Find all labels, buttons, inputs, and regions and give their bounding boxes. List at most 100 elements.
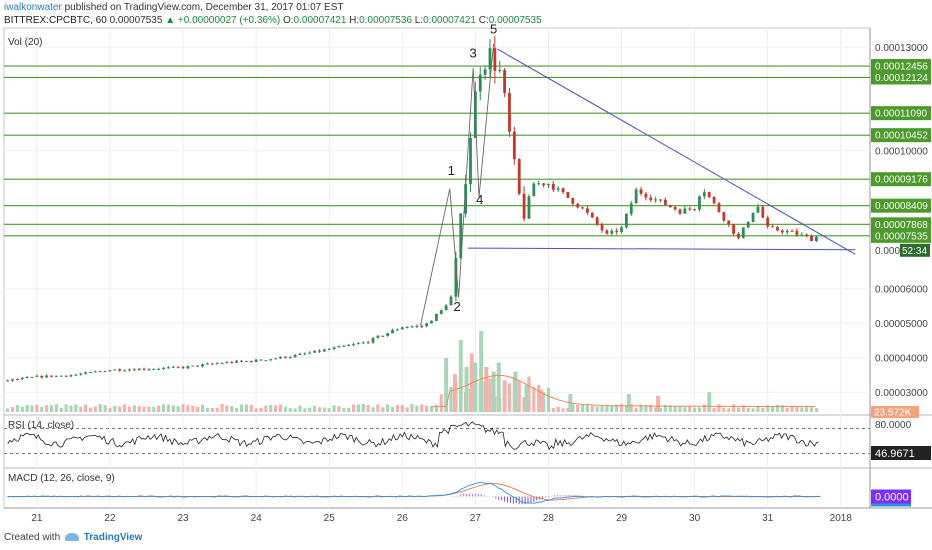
level-price-tag xyxy=(871,70,931,85)
volume-bar xyxy=(785,407,789,412)
volume-bar xyxy=(386,404,390,412)
candle-body xyxy=(225,361,229,364)
candle-body xyxy=(123,370,126,372)
volume-bar xyxy=(322,407,326,412)
volume-bar xyxy=(780,405,784,412)
countdown-tag xyxy=(900,243,930,257)
candle-body xyxy=(132,369,136,371)
candle-body xyxy=(128,369,131,371)
candle-body xyxy=(741,227,745,238)
candle-body xyxy=(152,368,156,370)
candle-body xyxy=(610,230,614,234)
x-tick-label: 25 xyxy=(324,513,336,524)
candle-body xyxy=(605,230,609,234)
published-text: published on TradingView.com, December 3… xyxy=(64,2,344,13)
volume-spike-bar xyxy=(464,367,469,412)
volume-bar xyxy=(727,408,731,412)
volume-bar xyxy=(122,404,127,412)
candle-body xyxy=(337,346,341,348)
candle-body xyxy=(201,364,204,367)
volume-bar xyxy=(629,404,633,412)
candle-body xyxy=(357,343,360,345)
volume-bar xyxy=(40,406,44,412)
volume-bar xyxy=(118,406,122,412)
candle-body xyxy=(147,369,151,371)
candle-body xyxy=(776,227,779,231)
level-price-tag xyxy=(871,217,931,232)
rsi-indicator-label: RSI (14, close) xyxy=(8,420,74,431)
candlesticks xyxy=(6,35,818,382)
x-tick-label: 22 xyxy=(104,513,116,524)
candle-body xyxy=(547,183,550,186)
candle-body xyxy=(215,363,219,365)
volume-spike-bar xyxy=(513,371,518,412)
candle-body xyxy=(644,193,648,198)
candle-body xyxy=(737,233,740,238)
level-price-tag-label: 0.00010452 xyxy=(875,131,928,142)
candle-body xyxy=(430,320,433,324)
volume-bar xyxy=(157,405,161,412)
volume-bar xyxy=(517,381,521,412)
volume-last-label: 23.572K xyxy=(874,408,912,419)
candle-body xyxy=(98,371,102,373)
volume-bar xyxy=(264,405,268,412)
level-price-tag xyxy=(871,106,931,121)
volume-bar xyxy=(298,405,302,412)
volume-bar xyxy=(809,407,814,412)
candle-body xyxy=(93,371,97,373)
wave-label: 4 xyxy=(476,192,483,207)
volume-bar xyxy=(615,404,619,412)
macd-signal-tag xyxy=(871,503,911,507)
candle-body xyxy=(279,356,282,359)
candle-body xyxy=(264,360,268,362)
x-tick-label: 26 xyxy=(397,513,409,524)
candle-body xyxy=(668,204,672,208)
candle-body xyxy=(59,375,63,377)
level-price-tag xyxy=(871,198,931,213)
volume-bar xyxy=(561,408,565,412)
candle-body xyxy=(15,379,19,381)
volume-bar xyxy=(420,404,424,412)
volume-spike-bar xyxy=(484,367,489,412)
candle-body xyxy=(493,48,497,71)
volume-bar xyxy=(59,407,63,412)
candle-body xyxy=(235,360,239,363)
volume-bar xyxy=(166,404,171,412)
volume-bar xyxy=(400,405,404,412)
candle-body xyxy=(25,377,29,379)
tradingview-brand[interactable]: TradingView xyxy=(83,532,143,543)
level-price-tag-label: 0.00007868 xyxy=(875,220,928,231)
volume-bar xyxy=(69,405,73,412)
volume-bar xyxy=(654,407,658,412)
price-tick-label: 0.00004000 xyxy=(875,353,928,364)
x-tick-label: 31 xyxy=(762,513,774,524)
volume-bar xyxy=(571,404,575,412)
volume-bar xyxy=(30,405,34,412)
candle-body xyxy=(274,358,278,360)
author-link[interactable]: iwalkonwater xyxy=(4,2,62,13)
volume-bar xyxy=(658,407,663,412)
candle-body xyxy=(571,197,575,204)
candle-body xyxy=(142,368,146,370)
volume-spike-bar xyxy=(444,358,449,412)
volume-bar xyxy=(736,407,741,412)
volume-bar xyxy=(415,405,419,412)
volume-bar xyxy=(624,406,628,412)
candle-body xyxy=(615,230,619,232)
volume-bar xyxy=(293,408,297,412)
ohlc-line: BITTREX:CPCBTC, 60 0.00007535 ▲ +0.00000… xyxy=(4,15,542,26)
candle-body xyxy=(576,203,580,208)
price-tick-label: 0.00006000 xyxy=(875,284,928,295)
volume-spike-bar xyxy=(656,395,661,412)
candle-body xyxy=(469,137,472,185)
volume-bar xyxy=(595,406,599,412)
volume-bar xyxy=(610,405,614,412)
candle-body xyxy=(220,363,224,365)
candle-body xyxy=(386,333,390,336)
candle-body xyxy=(313,350,316,353)
volume-bar xyxy=(327,408,331,412)
volume-bar xyxy=(761,407,765,412)
macd-indicator-label: MACD (12, 26, close, 9) xyxy=(8,473,115,484)
candle-body xyxy=(342,345,346,347)
